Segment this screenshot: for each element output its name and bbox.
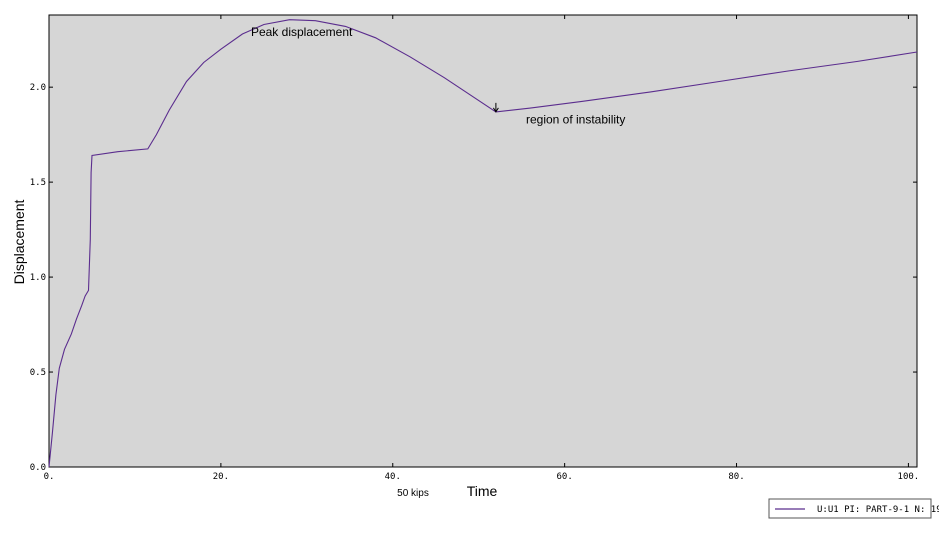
x-tick-label: 0.	[44, 472, 55, 482]
y-tick-label: 0.0	[30, 463, 46, 473]
y-tick-label: 1.5	[30, 178, 46, 188]
annotation-text: Peak displacement	[251, 25, 353, 39]
annotation-text: region of instability	[526, 112, 625, 126]
annotation-arrowhead	[492, 107, 499, 113]
y-tick-label: 1.0	[30, 273, 46, 283]
x-tick-label: 100.	[898, 472, 920, 482]
plot-area	[48, 14, 918, 468]
annotations: Peak displacement region of instability	[251, 25, 625, 126]
x-tick-label: 80.	[728, 472, 744, 482]
series-layer	[48, 19, 918, 468]
legend: U:U1 PI: PART-9-1 N: 19	[768, 498, 939, 519]
y-axis-label: Displacement	[11, 199, 27, 284]
load-label: 50 kips	[397, 488, 429, 499]
axis-ticks: 0. 20. 40. 60. 80. 100. 0.0 0.5 1.0 1.5 2.0	[30, 15, 920, 482]
x-tick-label: 40.	[385, 472, 401, 482]
y-tick-label: 2.0	[30, 83, 46, 93]
x-tick-label: 20.	[213, 472, 229, 482]
legend-box	[768, 498, 932, 519]
x-tick-label: 60.	[557, 472, 573, 482]
legend-entry: U:U1 PI: PART-9-1 N: 19	[817, 505, 939, 515]
x-axis-label: Time	[467, 483, 498, 499]
y-tick-label: 0.5	[30, 368, 46, 378]
series-line	[48, 19, 918, 468]
